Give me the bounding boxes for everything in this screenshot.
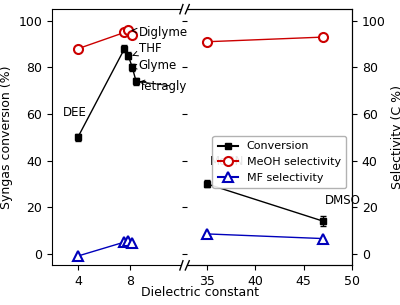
Text: MeCN: MeCN (210, 155, 244, 167)
Y-axis label: Syngas conversion (%): Syngas conversion (%) (0, 66, 13, 209)
Text: Tetraglyme: Tetraglyme (139, 80, 205, 92)
Text: Diglyme: Diglyme (132, 26, 188, 39)
Legend: Conversion, MeOH selectivity, MF selectivity: Conversion, MeOH selectivity, MF selecti… (212, 136, 346, 188)
Text: THF: THF (133, 42, 161, 56)
Text: Dielectric constant: Dielectric constant (141, 286, 259, 299)
Y-axis label: Selectivity (C %): Selectivity (C %) (391, 85, 400, 189)
Text: DMSO: DMSO (325, 194, 361, 207)
Text: DEE: DEE (63, 106, 87, 119)
Text: Glyme: Glyme (132, 59, 177, 72)
